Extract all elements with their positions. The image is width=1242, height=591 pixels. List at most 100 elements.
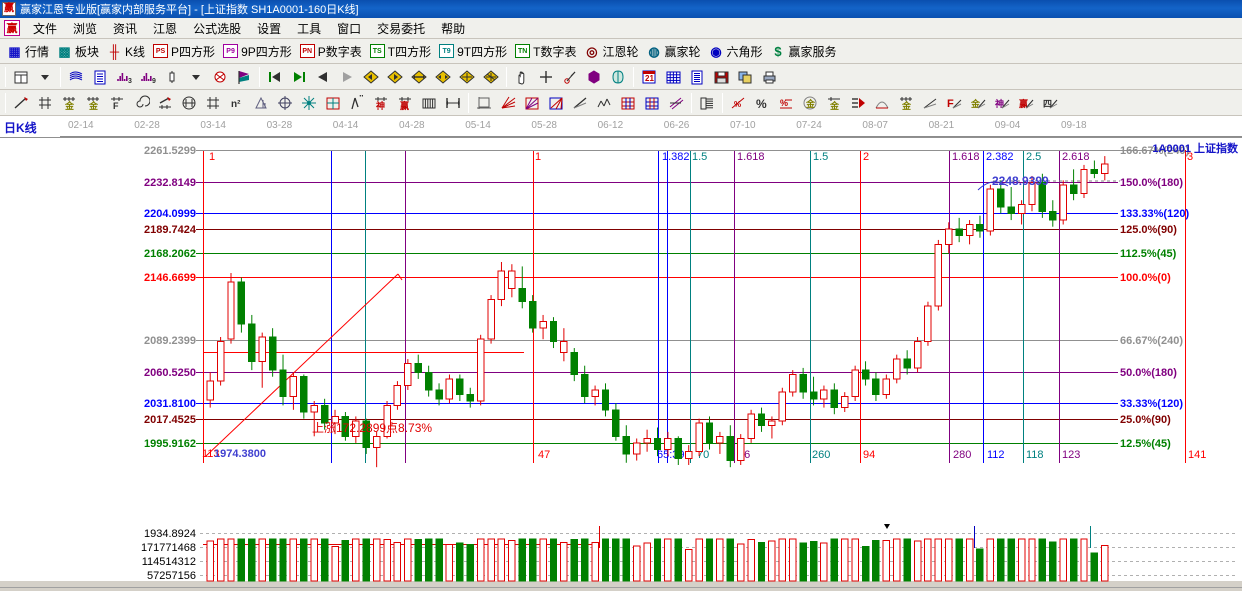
toolbar-button-kline[interactable]: ╫ K线 <box>104 42 150 61</box>
menu-item-formula[interactable]: 公式选股 <box>193 21 242 36</box>
candle-dropdown-icon[interactable] <box>184 66 208 88</box>
menu-item-settings[interactable]: 设置 <box>257 21 282 36</box>
toolbar-button-tn-table[interactable]: TN T数字表 <box>512 42 581 61</box>
period-dropdown-icon[interactable] <box>33 66 57 88</box>
wave-icon[interactable]: " <box>345 92 369 114</box>
indicator-3-icon[interactable]: 3 <box>112 66 136 88</box>
gold-fan-icon[interactable]: 金 <box>966 92 990 114</box>
menu-item-trade[interactable]: 交易委托 <box>377 21 426 36</box>
toolbar-button-service-dollar[interactable]: $ 赢家服务 <box>768 42 842 61</box>
toolbar-button-grid-quote[interactable]: ▦ 行情 <box>4 42 54 61</box>
gann-gold-2-icon[interactable]: 金 <box>81 92 105 114</box>
copy-icon[interactable] <box>733 66 757 88</box>
gann-grid-icon[interactable] <box>33 92 57 114</box>
indicator-9-icon[interactable]: 9 <box>136 66 160 88</box>
box-frame-icon[interactable] <box>472 92 496 114</box>
grid-blue-icon[interactable] <box>640 92 664 114</box>
f-line-icon[interactable]: F <box>942 92 966 114</box>
toolbar-button-p9-square[interactable]: P9 9P四方形 <box>220 42 297 61</box>
calendar-period-icon[interactable] <box>9 66 33 88</box>
measure-icon[interactable] <box>558 66 582 88</box>
arc-icon[interactable] <box>870 92 894 114</box>
circle-grid-icon[interactable] <box>177 92 201 114</box>
fib-line-icon[interactable] <box>918 92 942 114</box>
chart-canvas[interactable]: 1 1 1.382 1.5 1.618 1.5 2 1.618 2.382 2.5 2.618 347… <box>0 138 1242 495</box>
percent-icon[interactable]: % <box>750 92 774 114</box>
expand-horizontal-icon[interactable] <box>431 66 455 88</box>
n-squared-icon[interactable]: n² <box>225 92 249 114</box>
menu-item-news[interactable]: 资讯 <box>113 21 138 36</box>
last-page-icon[interactable] <box>287 66 311 88</box>
next-icon[interactable] <box>335 66 359 88</box>
parallel-icon[interactable] <box>664 92 688 114</box>
volume-canvas[interactable]: 1934.8924 171771468 114514312 57257156 <box>0 496 1242 582</box>
menu-item-help[interactable]: 帮助 <box>441 21 466 36</box>
save-disk-icon[interactable] <box>709 66 733 88</box>
menu-item-browse[interactable]: 浏览 <box>73 21 98 36</box>
brain-pattern-icon[interactable] <box>582 66 606 88</box>
scale-icon[interactable] <box>695 92 719 114</box>
pan-left-icon[interactable] <box>359 66 383 88</box>
grid-red-icon[interactable] <box>616 92 640 114</box>
shen-icon[interactable]: 神 <box>369 92 393 114</box>
pen-tool-icon[interactable] <box>846 92 870 114</box>
move-all-icon[interactable] <box>479 66 503 88</box>
report-icon[interactable] <box>685 66 709 88</box>
hand-icon[interactable] <box>510 66 534 88</box>
pen-grid-icon[interactable] <box>153 92 177 114</box>
triangle-lines-icon[interactable] <box>249 92 273 114</box>
zoom-horizontal-icon[interactable] <box>407 66 431 88</box>
first-page-icon[interactable] <box>263 66 287 88</box>
gold-circle-icon[interactable]: 金 <box>798 92 822 114</box>
ying-icon[interactable]: 赢 <box>393 92 417 114</box>
percent-fib-icon[interactable]: % <box>726 92 750 114</box>
fan-red-icon[interactable] <box>496 92 520 114</box>
ladder-icon[interactable] <box>417 92 441 114</box>
four-line-icon[interactable]: 四 <box>1038 92 1062 114</box>
fan-box-icon[interactable] <box>520 92 544 114</box>
clipboard-icon[interactable] <box>88 66 112 88</box>
price-chart[interactable]: 1 1 1.382 1.5 1.618 1.5 2 1.618 2.382 2.5 2.618 3 47… <box>0 138 1242 495</box>
zoom-all-icon[interactable] <box>455 66 479 88</box>
toolbar-button-ps-square[interactable]: PS P四方形 <box>150 42 220 61</box>
grid-lines-icon[interactable] <box>201 92 225 114</box>
toolbar-button-t9-square[interactable]: T9 9T四方形 <box>436 42 512 61</box>
angle-line-icon[interactable] <box>568 92 592 114</box>
toolbar-button-winner-wheel[interactable]: ◍ 赢家轮 <box>643 42 705 61</box>
zigzag-icon[interactable] <box>592 92 616 114</box>
calendar-21-icon[interactable]: 21 <box>637 66 661 88</box>
table-icon[interactable] <box>661 66 685 88</box>
formula-icon[interactable] <box>208 66 232 88</box>
toolbar-button-sector-blocks[interactable]: ▩ 板块 <box>54 42 104 61</box>
percent-line-icon[interactable]: % <box>774 92 798 114</box>
prev-icon[interactable] <box>311 66 335 88</box>
ying-line-icon[interactable]: 赢 <box>1014 92 1038 114</box>
pan-right-icon[interactable] <box>383 66 407 88</box>
ai-icon[interactable] <box>606 66 630 88</box>
toolbar-button-pn-table[interactable]: PN P数字表 <box>297 42 367 61</box>
flag-icon[interactable] <box>232 66 256 88</box>
shen-line-icon[interactable]: 神 <box>990 92 1014 114</box>
gold-bar-icon[interactable]: 金 <box>894 92 918 114</box>
gann-gold-1-icon[interactable]: 金 <box>57 92 81 114</box>
starburst-icon[interactable] <box>297 92 321 114</box>
print-icon[interactable] <box>757 66 781 88</box>
toolbar-button-hexagon[interactable]: ◉ 六角形 <box>706 42 768 61</box>
gold-line-icon[interactable]: 金 <box>822 92 846 114</box>
spiral-icon[interactable] <box>129 92 153 114</box>
toolbar-button-gann-wheel[interactable]: ◎ 江恩轮 <box>581 42 643 61</box>
menu-item-tools[interactable]: 工具 <box>297 21 322 36</box>
box-grid-icon[interactable] <box>321 92 345 114</box>
menu-item-gann[interactable]: 江恩 <box>153 21 178 36</box>
gann-f-icon[interactable]: F <box>105 92 129 114</box>
fan-corner-icon[interactable] <box>544 92 568 114</box>
volume-panel[interactable]: 1934.8924 171771468 114514312 57257156 <box>0 495 1242 582</box>
crosshair-icon[interactable] <box>534 66 558 88</box>
toolbar-button-ts-square[interactable]: TS T四方形 <box>367 42 436 61</box>
target-circle-icon[interactable] <box>273 92 297 114</box>
menu-item-window[interactable]: 窗口 <box>337 21 362 36</box>
arrow-span-icon[interactable] <box>441 92 465 114</box>
candle-type-icon[interactable] <box>160 66 184 88</box>
overlay-icon[interactable] <box>64 66 88 88</box>
menu-item-file[interactable]: 文件 <box>33 21 58 36</box>
